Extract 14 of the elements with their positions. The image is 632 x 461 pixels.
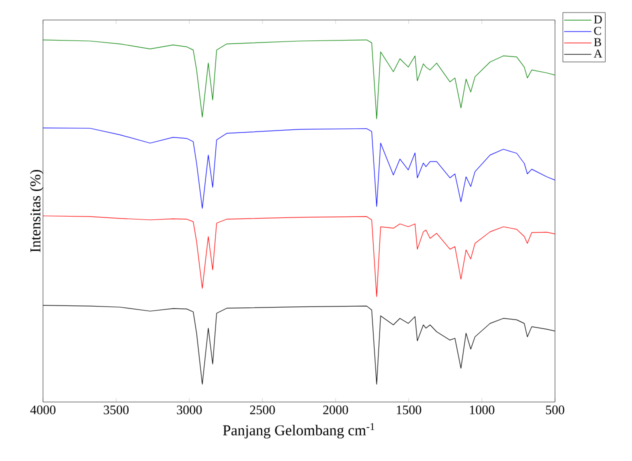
x-tick-label: 3000 <box>176 406 202 414</box>
x-tick-label: 1000 <box>470 406 494 414</box>
y-axis-title: Intensitas (%) <box>30 170 44 252</box>
legend-label: B <box>594 38 602 46</box>
x-tick-label: 1500 <box>396 406 422 414</box>
legend-label: C <box>594 26 601 35</box>
x-tick-label: 4000 <box>30 406 56 414</box>
x-axis-title: Panjang Gelombang cm$^{-1}$ <box>223 423 374 438</box>
x-tick-label: 3500 <box>104 406 129 414</box>
legend-label: D <box>594 16 602 24</box>
x-tick-label: 2500 <box>250 406 275 414</box>
legend-label: A <box>594 50 602 58</box>
x-tick-label: 2000 <box>323 406 348 414</box>
x-tick-label: 500 <box>546 406 564 414</box>
